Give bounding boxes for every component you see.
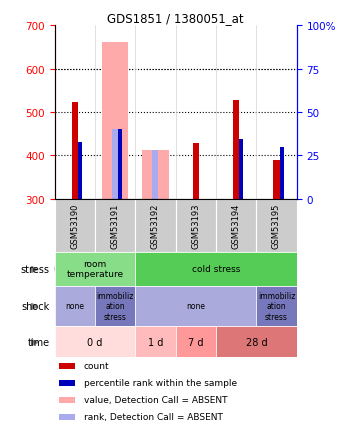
Text: none: none — [186, 302, 205, 311]
Text: percentile rank within the sample: percentile rank within the sample — [84, 378, 237, 387]
Text: value, Detection Call = ABSENT: value, Detection Call = ABSENT — [84, 395, 227, 404]
Text: rank, Detection Call = ABSENT: rank, Detection Call = ABSENT — [84, 412, 222, 421]
Bar — [256, 199, 297, 252]
Text: 0 d: 0 d — [87, 337, 103, 347]
Bar — [78, 143, 82, 199]
Bar — [95, 199, 135, 252]
Text: room
temperature: room temperature — [66, 260, 123, 279]
Bar — [59, 397, 75, 403]
Bar — [112, 130, 118, 199]
Bar — [95, 286, 135, 326]
Bar — [135, 326, 176, 357]
Bar — [55, 199, 95, 252]
Bar — [118, 130, 122, 199]
Bar — [135, 199, 176, 252]
Text: count: count — [84, 361, 109, 370]
Text: GSM53194: GSM53194 — [232, 203, 241, 248]
Text: GSM53195: GSM53195 — [272, 203, 281, 248]
Text: 7 d: 7 d — [188, 337, 204, 347]
Text: time: time — [28, 337, 50, 347]
Text: GSM53191: GSM53191 — [110, 203, 120, 248]
Bar — [152, 151, 159, 199]
Bar — [55, 252, 135, 286]
Bar — [239, 140, 243, 199]
Bar — [55, 286, 95, 326]
Text: GSM53192: GSM53192 — [151, 203, 160, 248]
Bar — [142, 151, 168, 199]
Bar — [216, 326, 297, 357]
Bar — [233, 101, 239, 199]
Bar — [72, 103, 78, 199]
Bar — [280, 148, 284, 199]
Text: shock: shock — [21, 301, 50, 311]
Bar — [176, 326, 216, 357]
Bar — [176, 199, 216, 252]
Text: immobiliz
ation
stress: immobiliz ation stress — [258, 291, 295, 321]
Text: 28 d: 28 d — [246, 337, 267, 347]
Text: stress: stress — [21, 264, 50, 274]
Text: 1 d: 1 d — [148, 337, 163, 347]
Bar — [55, 326, 135, 357]
Text: GSM53190: GSM53190 — [70, 203, 79, 248]
Bar — [59, 363, 75, 369]
Bar — [135, 252, 297, 286]
Text: GSM53193: GSM53193 — [191, 203, 200, 248]
Bar — [256, 286, 297, 326]
Bar — [102, 43, 128, 199]
Bar — [135, 286, 256, 326]
Title: GDS1851 / 1380051_at: GDS1851 / 1380051_at — [107, 12, 244, 25]
Bar — [273, 161, 280, 199]
Text: immobiliz
ation
stress: immobiliz ation stress — [97, 291, 134, 321]
Text: none: none — [65, 302, 84, 311]
Bar — [216, 199, 256, 252]
Bar — [59, 414, 75, 420]
Text: cold stress: cold stress — [192, 265, 240, 273]
Bar — [193, 144, 199, 199]
Bar — [59, 380, 75, 386]
